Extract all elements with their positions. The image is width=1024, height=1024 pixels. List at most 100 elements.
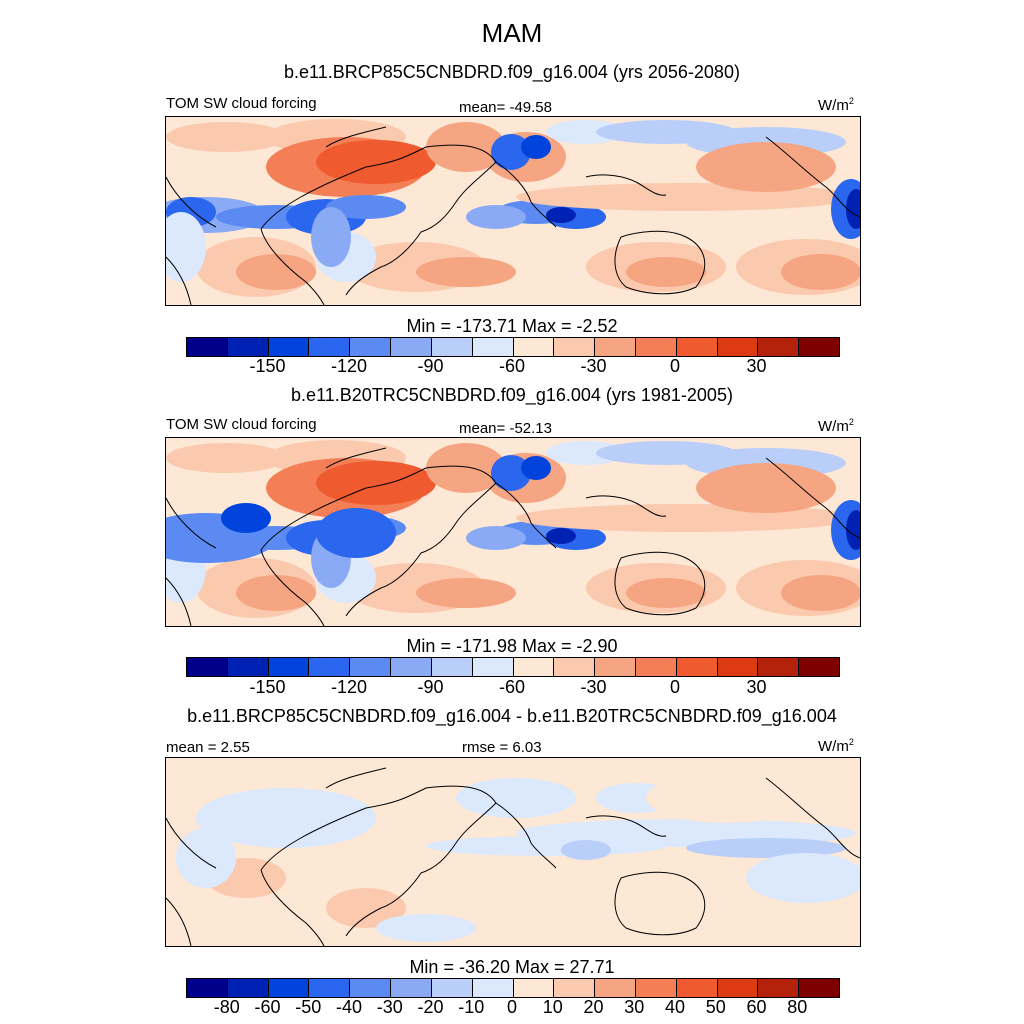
coastline <box>325 767 387 789</box>
panel1-minmax: Min = -173.71 Max = -2.52 <box>406 316 618 336</box>
colorbar-swatch <box>268 658 310 676</box>
panel3-map-field <box>166 758 860 946</box>
colorbar-swatch <box>717 658 759 676</box>
coastline <box>585 174 667 196</box>
map-field-blob <box>376 914 476 942</box>
colorbar-tick-label: -60 <box>498 677 526 697</box>
map-field-blob <box>521 456 551 480</box>
colorbar-swatch <box>391 658 432 676</box>
colorbar-swatch <box>676 658 718 676</box>
map-field-blob <box>426 122 506 172</box>
colorbar-tick-label: -30 <box>376 997 403 1017</box>
coastline <box>166 256 192 305</box>
colorbar-tick-label: 0 <box>669 356 681 376</box>
colorbar-swatch <box>554 338 596 356</box>
panel3-subtitle: b.e11.BRCP85C5CNBDRD.f09_g16.004 - b.e11… <box>187 706 837 726</box>
colorbar-tick-label: -90 <box>417 356 444 376</box>
colorbar-tick-label: -50 <box>295 997 322 1017</box>
colorbar-tick-label: -20 <box>417 997 444 1017</box>
colorbar-tick-label: 60 <box>746 997 767 1017</box>
map-field-blob <box>696 463 836 513</box>
colorbar-swatch <box>595 338 636 356</box>
map-field-blob <box>416 578 516 608</box>
colorbar-swatch <box>758 338 800 356</box>
colorbar-swatch <box>799 338 839 356</box>
colorbar-swatch <box>309 658 351 676</box>
coastline <box>166 817 217 869</box>
colorbar-tick-label: -30 <box>580 677 607 697</box>
panel1-variable-label: TOM SW cloud forcing <box>166 95 317 112</box>
colorbar-swatch <box>513 658 555 676</box>
panel2-minmax: Min = -171.98 Max = -2.90 <box>406 636 618 656</box>
colorbar-tick-label: 10 <box>542 997 563 1017</box>
colorbar-tick-label: -120 <box>330 677 368 697</box>
colorbar-tick-label: -60 <box>498 356 526 376</box>
map-field-blob <box>696 142 836 192</box>
map-field-blob <box>546 207 576 223</box>
panel2-map-field <box>166 438 860 626</box>
colorbar-tick-label: -80 <box>213 997 240 1017</box>
colorbar-tick-label: 40 <box>664 997 686 1017</box>
panel3-colorbar-ticks: -80 -60 -50 -40 -30 -20 -10 0 10 20 30 40 50 60 80 <box>0 997 1024 1019</box>
colorbar-tick-label: -150 <box>249 677 286 697</box>
colorbar-swatch <box>513 979 555 997</box>
map-field-blob <box>221 503 271 533</box>
coastline <box>614 230 706 295</box>
panel2-map <box>165 437 861 627</box>
colorbar-tick-label: -10 <box>458 997 485 1017</box>
coastline <box>166 497 217 549</box>
colorbar-swatch <box>472 979 514 997</box>
map-field-blob <box>561 840 611 860</box>
panel3-units-label: W/m2 <box>818 737 854 755</box>
colorbar-swatch <box>350 658 392 676</box>
map-field-blob <box>846 510 860 550</box>
map-field-blob <box>781 575 860 611</box>
colorbar-swatch <box>268 979 310 997</box>
coastline <box>325 447 387 469</box>
colorbar-swatch <box>350 979 392 997</box>
colorbar-swatch <box>187 979 228 997</box>
coastline <box>585 495 667 517</box>
coastline <box>260 549 325 626</box>
map-field-blob <box>781 254 860 290</box>
colorbar-swatch <box>717 338 759 356</box>
colorbar-tick-label: 80 <box>787 997 808 1017</box>
map-field-blob <box>166 122 286 152</box>
colorbar-swatch <box>554 979 596 997</box>
panel2-subtitle: b.e11.B20TRC5CNBDRD.f09_g16.004 (yrs 198… <box>291 385 733 405</box>
colorbar-swatch <box>799 658 839 676</box>
colorbar-swatch <box>391 979 432 997</box>
coastline <box>585 815 667 837</box>
map-field-blob <box>521 135 551 159</box>
coastline <box>260 228 325 305</box>
colorbar-swatch <box>227 979 269 997</box>
map-field-blob <box>846 189 860 229</box>
colorbar-tick-label: 20 <box>583 997 604 1017</box>
panel2-units-label: W/m2 <box>818 417 854 435</box>
map-field-blob <box>626 578 706 608</box>
colorbar-tick-label: -90 <box>417 677 444 697</box>
colorbar-tick-label: -150 <box>249 356 286 376</box>
coastline <box>765 457 860 539</box>
map-field-blob <box>491 134 531 170</box>
colorbar-tick-label: -30 <box>580 356 607 376</box>
colorbar-tick-label: 30 <box>624 997 645 1017</box>
map-field-blob <box>426 443 506 493</box>
panel2-mean-label: mean= -52.13 <box>459 420 552 437</box>
coastline <box>166 176 217 228</box>
map-field-blob <box>316 508 396 558</box>
colorbar-swatch <box>554 658 596 676</box>
colorbar-swatch <box>676 338 718 356</box>
map-field-blob <box>466 526 526 550</box>
colorbar-tick-label: -120 <box>330 356 368 376</box>
colorbar-swatch <box>431 979 473 997</box>
colorbar-swatch <box>309 979 351 997</box>
panel2-colorbar <box>186 657 840 677</box>
colorbar-swatch <box>268 338 310 356</box>
colorbar-swatch <box>676 979 718 997</box>
colorbar-tick-label: 30 <box>746 356 767 376</box>
colorbar-swatch <box>635 338 677 356</box>
map-field-blob <box>466 205 526 229</box>
colorbar-swatch <box>350 338 392 356</box>
colorbar-tick-label: -40 <box>335 997 363 1017</box>
